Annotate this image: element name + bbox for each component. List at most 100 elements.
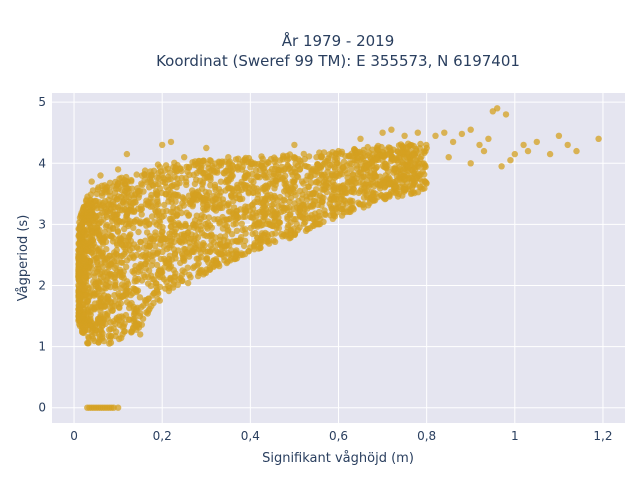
data-point — [171, 173, 178, 181]
data-point — [230, 204, 238, 211]
data-point — [498, 163, 505, 170]
data-point — [326, 200, 333, 207]
data-point — [110, 201, 117, 208]
data-point — [170, 246, 178, 253]
data-point — [348, 160, 355, 167]
data-point — [333, 193, 340, 200]
data-point — [116, 304, 123, 312]
data-point — [546, 150, 554, 158]
data-point — [250, 178, 257, 186]
data-point — [122, 311, 130, 319]
data-point — [137, 218, 144, 225]
data-point — [303, 163, 310, 170]
data-point — [247, 224, 254, 232]
data-point — [394, 193, 402, 200]
data-point — [163, 260, 170, 267]
data-point — [125, 242, 132, 249]
data-point — [83, 282, 91, 289]
data-point — [223, 222, 231, 230]
data-point — [340, 182, 347, 189]
data-point — [279, 174, 287, 182]
data-point — [133, 287, 140, 294]
data-point — [94, 318, 102, 326]
data-point — [95, 339, 102, 346]
data-point — [133, 171, 140, 178]
data-point — [356, 148, 363, 156]
data-point — [338, 205, 345, 213]
data-point — [153, 174, 161, 182]
data-point — [290, 178, 297, 186]
data-point — [374, 142, 382, 150]
data-point — [304, 226, 311, 233]
data-point — [75, 285, 83, 292]
data-point — [242, 159, 249, 166]
data-point — [168, 223, 175, 230]
data-point — [87, 242, 94, 249]
data-point — [449, 138, 457, 146]
data-point — [393, 177, 401, 184]
data-point — [147, 203, 154, 210]
data-point — [168, 182, 175, 190]
data-point — [409, 182, 417, 189]
data-point — [100, 337, 108, 345]
data-point — [128, 328, 135, 335]
data-point — [97, 172, 104, 179]
chart-title-line1: År 1979 - 2019 — [282, 31, 395, 50]
data-point — [236, 195, 243, 203]
data-point — [91, 330, 99, 337]
data-point — [78, 234, 85, 241]
data-point — [171, 191, 178, 198]
data-point — [135, 275, 142, 283]
data-point — [533, 138, 540, 146]
data-point — [401, 186, 408, 193]
data-point — [286, 164, 294, 171]
data-point — [75, 225, 82, 233]
data-point — [176, 204, 184, 211]
data-point — [369, 159, 376, 167]
data-point — [109, 307, 116, 314]
data-point — [137, 331, 144, 338]
data-point — [353, 157, 361, 164]
data-point — [330, 183, 337, 190]
data-point — [113, 262, 120, 269]
data-point — [138, 304, 145, 311]
data-point — [111, 274, 118, 282]
data-point — [265, 159, 272, 166]
data-point — [319, 172, 326, 180]
data-point — [489, 108, 496, 115]
data-point — [149, 181, 156, 189]
data-point — [337, 170, 344, 177]
data-point — [379, 129, 386, 136]
data-point — [258, 162, 265, 169]
data-point — [98, 268, 105, 276]
data-point — [377, 181, 384, 188]
data-point — [408, 189, 415, 197]
data-point — [386, 181, 393, 188]
data-point — [321, 210, 329, 218]
data-points — [75, 105, 602, 411]
data-point — [75, 241, 83, 248]
data-point — [271, 194, 279, 201]
data-point — [97, 326, 104, 334]
data-point — [117, 253, 125, 260]
data-point — [209, 197, 217, 205]
y-tick-label: 3 — [38, 217, 46, 231]
data-point — [307, 173, 314, 181]
data-point — [177, 259, 184, 267]
data-point — [294, 173, 302, 181]
data-point — [318, 186, 326, 193]
data-point — [167, 138, 175, 146]
data-point — [287, 219, 294, 226]
data-point — [229, 250, 236, 258]
data-point — [182, 222, 189, 229]
data-point — [235, 155, 242, 162]
data-point — [281, 197, 288, 204]
data-point — [280, 153, 287, 161]
data-point — [279, 204, 286, 212]
data-point — [271, 154, 278, 161]
data-point — [201, 169, 208, 177]
data-point — [255, 245, 262, 252]
data-point — [97, 307, 104, 314]
data-point — [432, 132, 439, 139]
data-point — [193, 239, 201, 247]
